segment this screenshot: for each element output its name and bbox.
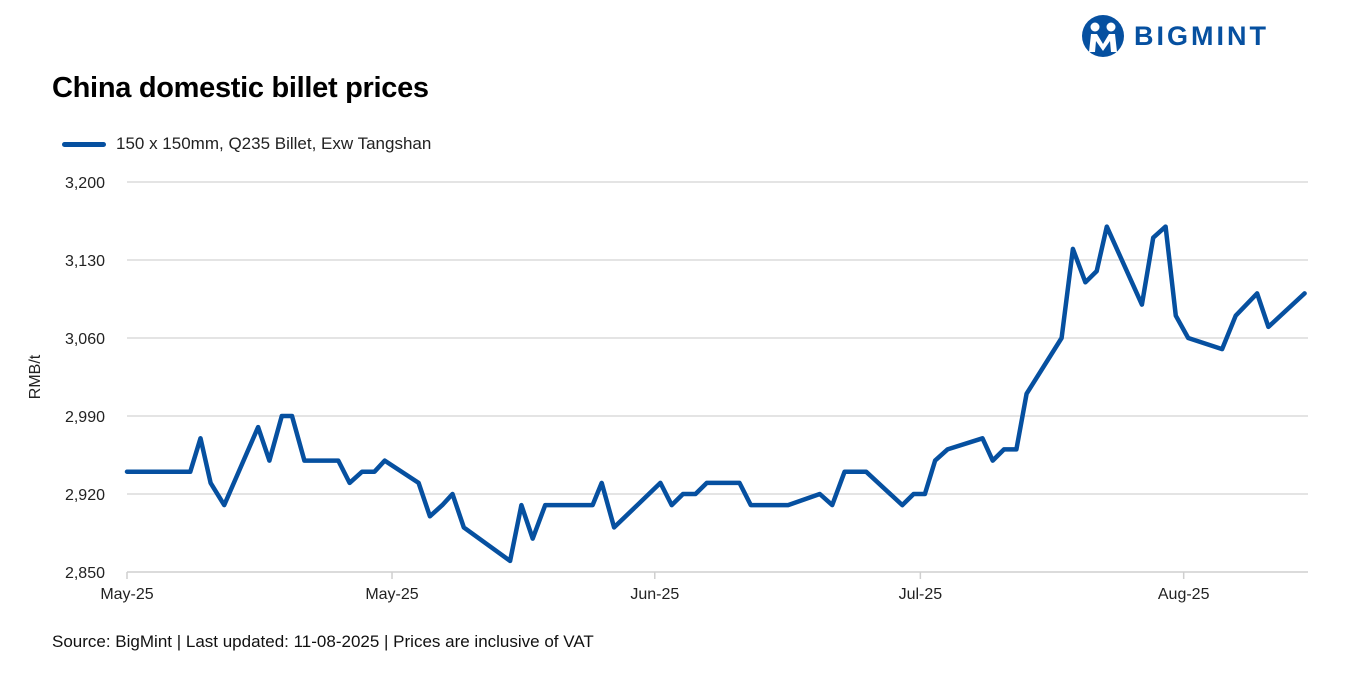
y-tick-label: 2,850 [65,565,105,582]
legend-label: 150 x 150mm, Q235 Billet, Exw Tangshan [116,134,432,153]
bigmint-logo-icon [1082,15,1124,57]
chart-title: China domestic billet prices [52,72,429,104]
y-tick-label: 3,200 [65,175,105,192]
legend: 150 x 150mm, Q235 Billet, Exw Tangshan [62,134,431,154]
x-tick-label: Aug-25 [1158,586,1210,603]
y-axis-label: RMB/t [27,354,44,399]
y-tick-label: 2,920 [65,487,105,504]
y-tick-label: 3,130 [65,253,105,270]
bigmint-logo: BIGMINT [1080,14,1269,58]
logo-text: BIGMINT [1134,20,1269,51]
x-tick-label: Jul-25 [899,586,943,603]
y-tick-label: 2,990 [65,409,105,426]
series-line [124,224,1307,564]
x-tick-label: May-25 [365,586,418,603]
x-tick-label: May-25 [100,586,153,603]
source-note: Source: BigMint | Last updated: 11-08-20… [52,632,594,651]
legend-swatch [62,141,106,147]
x-tick-label: Jun-25 [630,586,679,603]
y-tick-label: 3,060 [65,331,105,348]
